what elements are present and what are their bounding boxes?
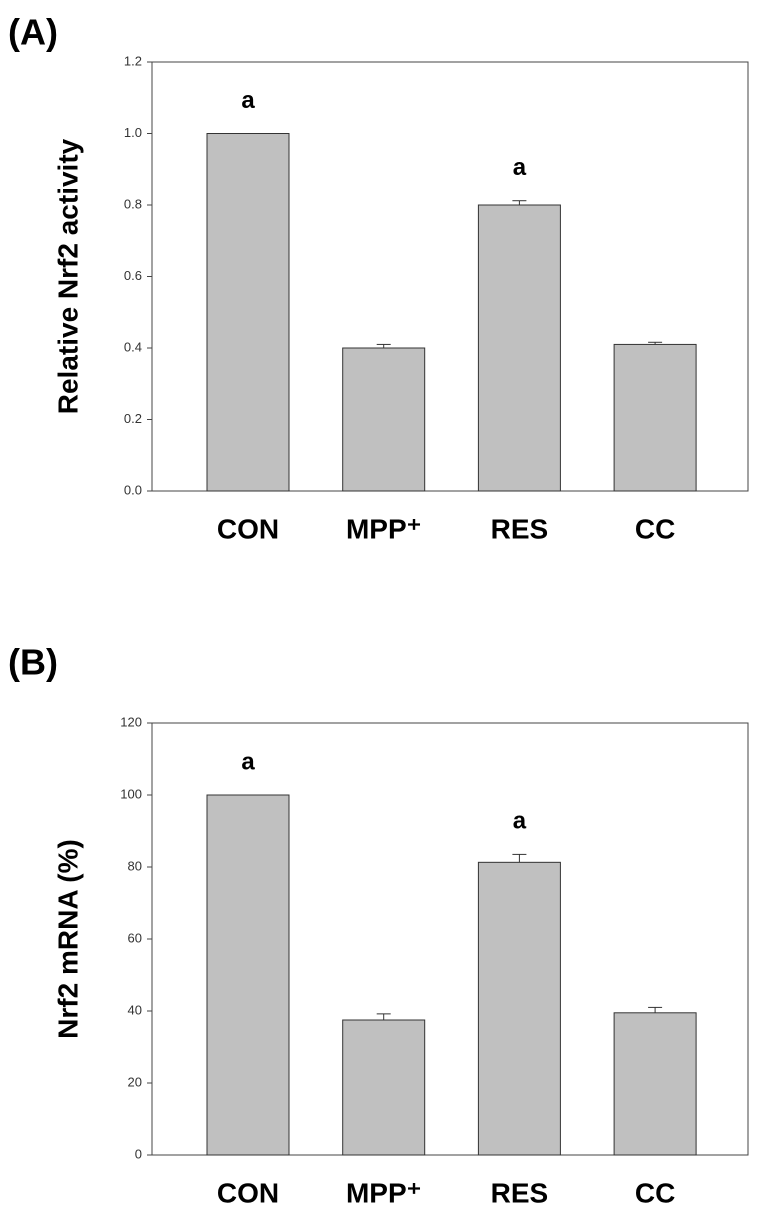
y-tick-label: 40 bbox=[128, 1002, 142, 1017]
bar bbox=[206, 794, 290, 1156]
x-tick-label: MPP⁺ bbox=[346, 513, 421, 544]
panel-label: (A) bbox=[8, 12, 58, 53]
y-tick-label: 20 bbox=[128, 1074, 142, 1089]
x-tick-label: CON bbox=[217, 1177, 279, 1208]
bar bbox=[342, 1019, 426, 1156]
bar bbox=[613, 1012, 697, 1156]
y-axis-label: Nrf2 mRNA (%) bbox=[52, 839, 83, 1039]
bar bbox=[477, 204, 561, 492]
annotation: a bbox=[241, 87, 255, 114]
y-tick-label: 0.4 bbox=[124, 339, 142, 354]
x-tick-label: CC bbox=[635, 513, 675, 544]
bar bbox=[342, 347, 426, 492]
y-tick-label: 100 bbox=[120, 786, 142, 801]
x-tick-label: CON bbox=[217, 513, 279, 544]
bar bbox=[613, 343, 697, 492]
panel-label: (B) bbox=[8, 642, 58, 683]
y-tick-label: 0.0 bbox=[124, 482, 142, 497]
x-tick-label: MPP⁺ bbox=[346, 1177, 421, 1208]
bar bbox=[477, 861, 561, 1156]
y-tick-label: 80 bbox=[128, 858, 142, 873]
y-tick-label: 1.0 bbox=[124, 125, 142, 140]
annotation: a bbox=[241, 748, 255, 775]
y-axis-label: Relative Nrf2 activity bbox=[52, 138, 83, 414]
x-tick-label: RES bbox=[491, 513, 549, 544]
annotation: a bbox=[513, 154, 527, 181]
y-tick-label: 60 bbox=[128, 930, 142, 945]
bar bbox=[206, 133, 290, 492]
y-tick-label: 1.2 bbox=[124, 53, 142, 68]
y-tick-label: 0.6 bbox=[124, 268, 142, 283]
annotation: a bbox=[513, 808, 527, 835]
x-tick-label: CC bbox=[635, 1177, 675, 1208]
y-tick-label: 0.8 bbox=[124, 196, 142, 211]
y-tick-label: 0.2 bbox=[124, 411, 142, 426]
y-tick-label: 120 bbox=[120, 714, 142, 729]
x-tick-label: RES bbox=[491, 1177, 549, 1208]
y-tick-label: 0 bbox=[135, 1146, 142, 1161]
